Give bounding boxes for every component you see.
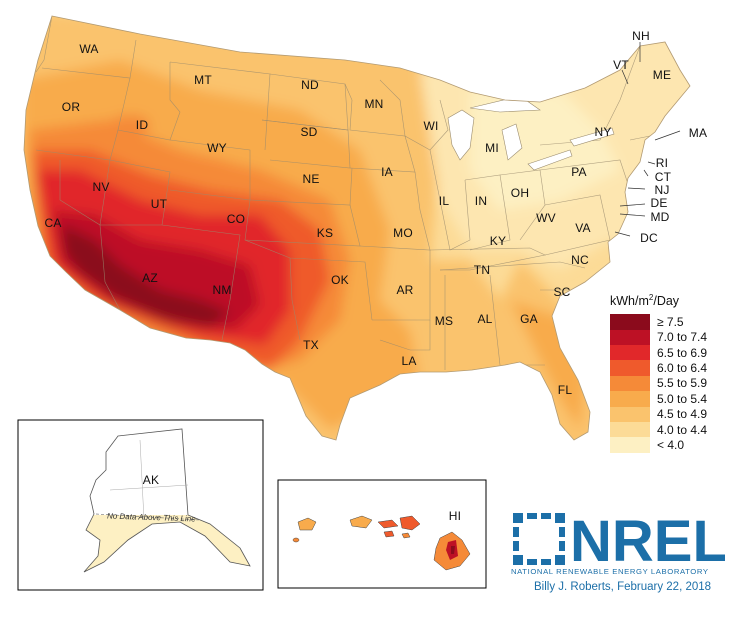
state-label-nh: NH: [632, 29, 650, 43]
legend-item: 7.0 to 7.4: [610, 329, 720, 345]
state-label-wa: WA: [79, 42, 99, 56]
legend-swatch: [610, 406, 650, 422]
state-label-ri: RI: [655, 156, 669, 170]
legend-swatch: [610, 314, 650, 330]
legend-label: 7.0 to 7.4: [657, 330, 708, 345]
state-label-tx: TX: [303, 338, 319, 352]
nrel-logo: NREL: [510, 509, 728, 574]
legend-label: 5.0 to 5.4: [657, 391, 708, 406]
legend-title: kWh/m2/Day: [610, 293, 680, 309]
legend-swatch: [610, 421, 650, 438]
legend-item: ≥ 7.5: [610, 314, 720, 330]
legend-label: 4.0 to 4.4: [657, 422, 708, 437]
state-label-me: ME: [652, 68, 672, 82]
state-label-wi: WI: [423, 119, 439, 133]
legend-swatch: [610, 375, 650, 392]
map-credit: Billy J. Roberts, February 22, 2018: [534, 581, 712, 593]
state-label-md: MD: [650, 210, 670, 224]
legend-item: 5.0 to 5.4: [610, 391, 720, 407]
state-label-in: IN: [474, 194, 488, 208]
state-label-ks: KS: [316, 226, 334, 240]
state-label-pa: PA: [571, 165, 587, 179]
state-label-sc: SC: [553, 285, 571, 299]
state-label-ne: NE: [302, 172, 320, 186]
state-label-ut: UT: [150, 197, 168, 211]
state-label-oh: OH: [510, 186, 530, 200]
state-label-sd: SD: [300, 125, 318, 139]
state-label-nv: NV: [92, 180, 110, 194]
state-label-ma: MA: [688, 126, 708, 140]
legend-label: 4.5 to 4.9: [657, 407, 708, 422]
nrel-logo-mark: [513, 513, 565, 565]
state-label-ia: IA: [381, 165, 393, 179]
hawaii-islands: [292, 515, 471, 571]
state-label-ms: MS: [434, 314, 454, 328]
legend-label: ≥ 7.5: [657, 314, 684, 329]
state-label-nj: NJ: [654, 183, 670, 197]
nrel-wordmark: NREL: [570, 511, 725, 567]
legend-swatch: [610, 391, 650, 407]
legend-swatch: [610, 329, 650, 345]
legend-swatch: [610, 360, 650, 376]
state-label-id: ID: [135, 118, 149, 132]
legend-item: 6.0 to 6.4: [610, 360, 720, 376]
state-label-il: IL: [438, 194, 450, 208]
legend-label: 5.5 to 5.9: [657, 376, 708, 391]
conus-outline: [23, 15, 691, 441]
state-label-de: DE: [650, 196, 668, 210]
legend-swatch: [610, 344, 650, 361]
legend-label: 6.0 to 6.4: [657, 361, 708, 376]
state-label-wy: WY: [207, 141, 227, 155]
state-label-tn: TN: [473, 263, 491, 277]
state-label-nm: NM: [212, 283, 232, 297]
legend-label: 6.5 to 6.9: [657, 345, 708, 360]
legend-item: 5.5 to 5.9: [610, 375, 720, 392]
state-label-ok: OK: [331, 273, 349, 287]
state-label-mo: MO: [393, 226, 413, 240]
state-label-ky: KY: [489, 234, 507, 248]
legend-item: 6.5 to 6.9: [610, 344, 720, 361]
legend-item: < 4.0: [610, 437, 720, 453]
state-label-al: AL: [477, 312, 493, 326]
state-label-mt: MT: [194, 73, 212, 87]
state-label-ca: CA: [44, 216, 62, 230]
state-label-mi: MI: [485, 141, 499, 155]
state-label-wv: WV: [536, 211, 556, 225]
state-label-co: CO: [226, 212, 246, 226]
state-label-or: OR: [61, 100, 81, 114]
legend-item: 4.0 to 4.4: [610, 421, 720, 438]
state-label-az: AZ: [142, 271, 158, 285]
state-label-ga: GA: [520, 312, 538, 326]
nrel-subtitle: NATIONAL RENEWABLE ENERGY LABORATORY: [511, 567, 709, 576]
legend-label: < 4.0: [657, 437, 685, 452]
state-label-mn: MN: [364, 97, 384, 111]
legend-swatch: [610, 437, 650, 453]
state-label-ak: AK: [142, 473, 160, 487]
label-leaders: [614, 42, 681, 237]
state-label-fl: FL: [557, 383, 573, 397]
legend-item: 4.5 to 4.9: [610, 406, 720, 422]
state-label-dc: DC: [640, 231, 658, 245]
state-label-nc: NC: [571, 253, 589, 267]
state-label-ar: AR: [396, 283, 414, 297]
state-label-nd: ND: [301, 78, 319, 92]
state-label-va: VA: [575, 221, 591, 235]
state-label-ny: NY: [594, 125, 612, 139]
legend: kWh/m2/Day ≥ 7.5 7.0 to 7.4 6.5 to 6.9 6.0 …: [610, 293, 720, 453]
legend-rows: ≥ 7.5 7.0 to 7.4 6.5 to 6.9 6.0 to 6.4 5.5 t…: [610, 314, 720, 453]
state-label-ct: CT: [654, 170, 672, 184]
state-label-la: LA: [401, 354, 417, 368]
state-label-vt: VT: [613, 58, 629, 72]
state-label-hi: HI: [448, 509, 462, 523]
